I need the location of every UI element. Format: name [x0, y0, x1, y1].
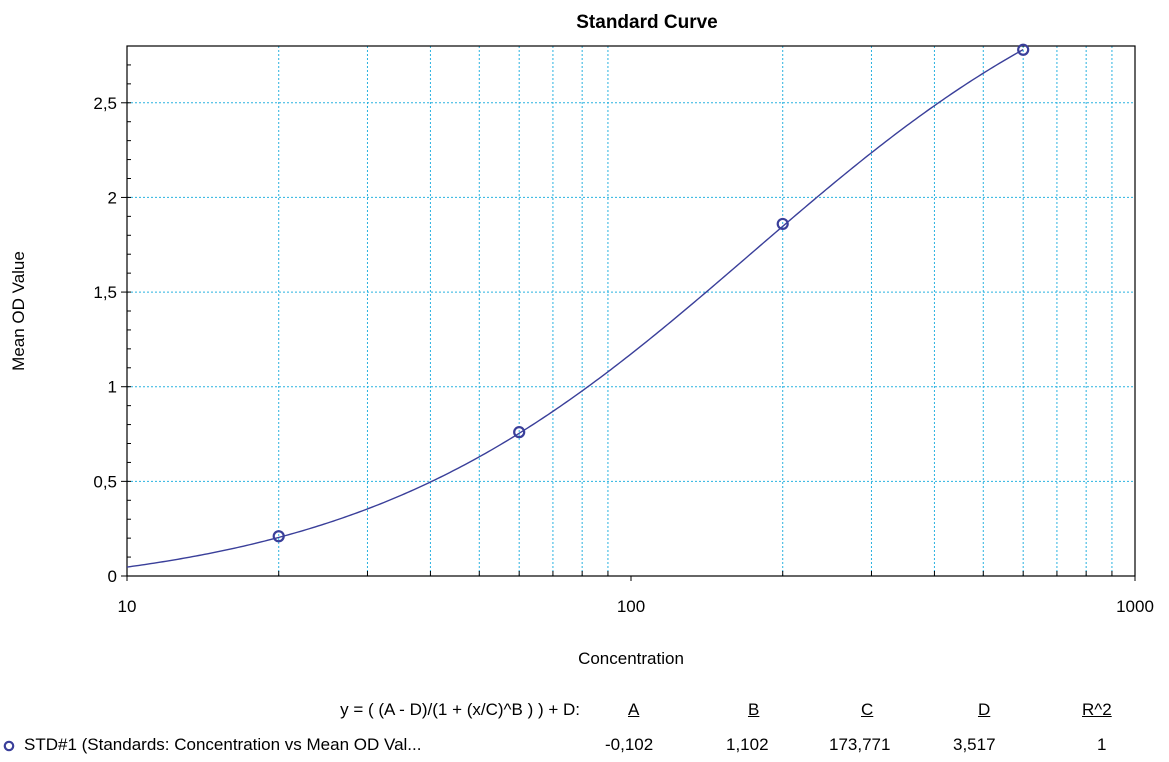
axis-ticks	[121, 64, 1136, 581]
x-tick-label: 1000	[1116, 597, 1154, 616]
legend-header-c: C	[861, 700, 874, 719]
legend-header-row: y = ( (A - D)/(1 + (x/C)^B ) ) + D: A B …	[0, 698, 1169, 724]
legend-value-c: 173,771	[829, 735, 891, 754]
legend-value-b: 1,102	[726, 735, 769, 754]
x-tick-label: 10	[118, 597, 137, 616]
y-tick-label: 0	[108, 567, 117, 586]
y-tick-label: 1,5	[93, 283, 117, 302]
fit-curve	[126, 48, 1024, 568]
fit-curve-line	[126, 48, 1024, 568]
y-axis-label: Mean OD Value	[9, 251, 28, 371]
data-point-marker	[1017, 43, 1030, 56]
legend-value-r2: 1	[1097, 735, 1107, 754]
data-point-marker	[513, 426, 526, 439]
y-tick-label: 2	[108, 188, 117, 207]
data-point-marker	[272, 530, 285, 543]
data-points	[272, 43, 1030, 543]
circle-marker-icon	[3, 740, 15, 752]
tick-labels: 0 0,5 1 1,5 2 2,5 10 100 1000	[93, 94, 1154, 616]
x-axis-label: Concentration	[578, 649, 684, 668]
legend-value-d: 3,517	[953, 735, 996, 754]
y-tick-label: 0,5	[93, 472, 117, 491]
legend-header-a: A	[628, 700, 640, 719]
legend-header-d: D	[978, 700, 991, 719]
standard-curve-chart: Standard Curve 0 0,5 1 1,5 2 2,5 10 100 1000 Con…	[9, 12, 1154, 668]
legend-series-row: STD#1 (Standards: Concentration vs Mean …	[0, 733, 1169, 759]
plot-frame	[126, 45, 1136, 577]
chart-title: Standard Curve	[576, 12, 717, 33]
x-tick-label: 100	[617, 597, 645, 616]
grid	[127, 46, 1135, 576]
legend-header-b: B	[748, 700, 760, 719]
y-tick-label: 2,5	[93, 94, 117, 113]
legend-value-a: -0,102	[605, 735, 654, 754]
legend-series-label: STD#1 (Standards: Concentration vs Mean …	[24, 735, 422, 754]
y-tick-label: 1	[108, 378, 117, 397]
data-point-marker	[776, 217, 789, 231]
legend-header-r2: R^2	[1082, 700, 1112, 719]
fit-equation: y = ( (A - D)/(1 + (x/C)^B ) ) + D:	[340, 700, 580, 719]
